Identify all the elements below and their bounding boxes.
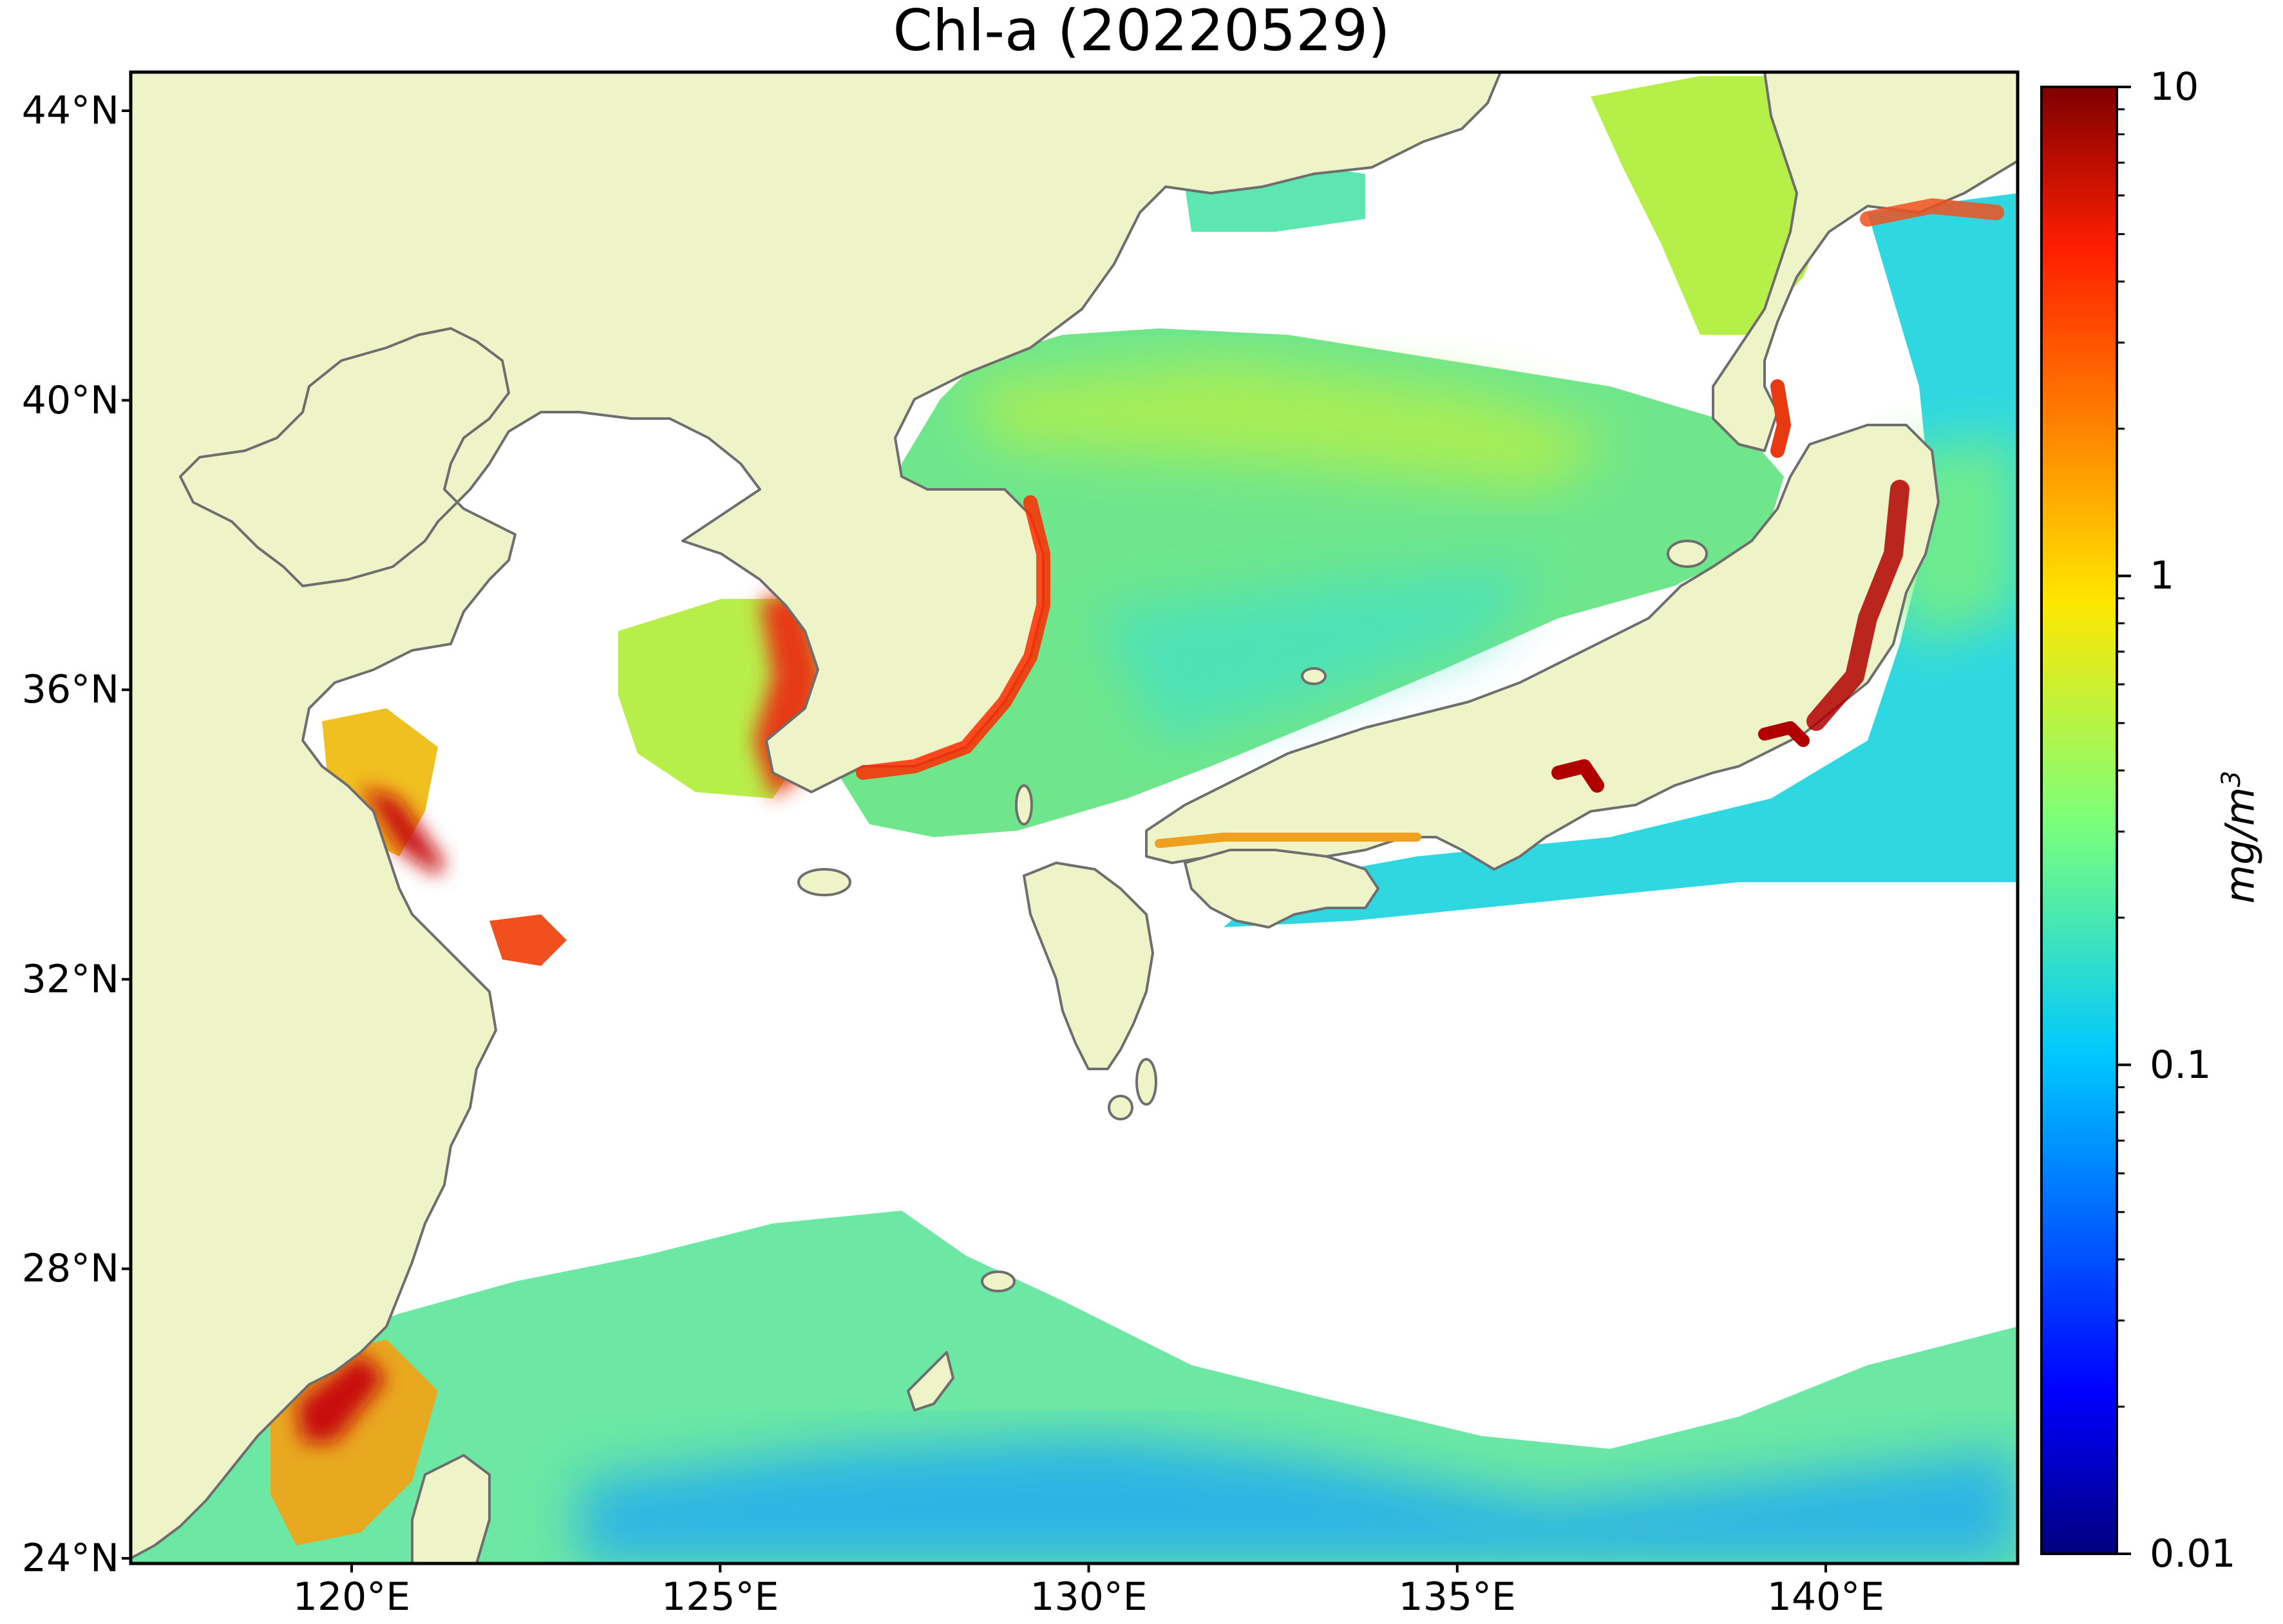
colorbar-tick-label: 10 <box>2150 64 2199 109</box>
lat-tick-label: 28°N <box>21 1246 119 1292</box>
map-area <box>131 72 2018 1563</box>
lon-tick-label: 120°E <box>292 1574 411 1619</box>
lon-tick-label: 125°E <box>661 1574 779 1619</box>
lat-tick-label: 36°N <box>21 667 119 713</box>
lat-tick-label: 32°N <box>21 956 119 1002</box>
honshu-east-coast-bloom <box>1806 480 1909 731</box>
korea-east-coast-bloom <box>856 495 1050 780</box>
land-tsushima <box>1015 784 1033 826</box>
land-sado <box>1667 540 1708 568</box>
land-jeju <box>797 868 851 896</box>
colorbar-units-label: mg/m3 <box>2216 770 2264 904</box>
land <box>131 72 2018 1563</box>
land-honshu <box>1145 424 1940 871</box>
land-taiwan <box>411 1454 491 1563</box>
south-field <box>131 1211 2018 1563</box>
coastal-blooms <box>856 198 2004 848</box>
seto-inland-bloom <box>1155 833 1421 848</box>
land-yakushima <box>1108 1095 1133 1120</box>
land-amami <box>981 1270 1016 1292</box>
land-mainland <box>131 72 1502 1560</box>
pacific-east-field <box>1224 193 2018 927</box>
lon-tick-label: 140°E <box>1767 1574 1885 1619</box>
south-blue <box>580 1436 2018 1563</box>
tsugaru-bloom <box>1770 379 1791 458</box>
colorbar-frame <box>2040 86 2118 1555</box>
colorbar <box>2040 86 2131 1555</box>
map-frame <box>129 70 2020 1565</box>
tokyo-bay-bloom <box>1758 721 1810 747</box>
colorbar-tick-label: 0.1 <box>2150 1042 2212 1088</box>
colorbar-gradient <box>2041 87 2117 1554</box>
sea-of-japan-green <box>966 361 1610 489</box>
fujian-coast <box>296 1352 386 1442</box>
sea-of-japan-cyan <box>1095 567 1546 741</box>
lat-tick-label: 24°N <box>21 1536 119 1581</box>
lon-tick-label: 130°E <box>1030 1574 1148 1619</box>
colorbar-tick-label: 0.01 <box>2150 1531 2236 1576</box>
axis-ticks <box>122 109 1827 1572</box>
changjiang-plume <box>489 914 567 966</box>
colorbar-tick-label: 1 <box>2150 553 2175 599</box>
land-okinawa <box>907 1351 954 1412</box>
colorbar-ticks <box>2117 86 2131 1555</box>
lat-tick-label: 40°N <box>21 377 119 423</box>
hokkaido-east-bloom <box>1860 198 2004 227</box>
lat-tick-label: 44°N <box>21 88 119 133</box>
lon-tick-label: 135°E <box>1398 1574 1516 1619</box>
map-title: Chl-a (20220529) <box>893 0 1390 64</box>
land-kyushu <box>1023 862 1154 1070</box>
land-oki <box>1301 667 1327 685</box>
ise-bay-bloom <box>1551 759 1604 793</box>
land-shikoku <box>1184 849 1379 929</box>
land-tanegashima <box>1135 1058 1157 1106</box>
jiangsu-coast <box>361 786 444 876</box>
